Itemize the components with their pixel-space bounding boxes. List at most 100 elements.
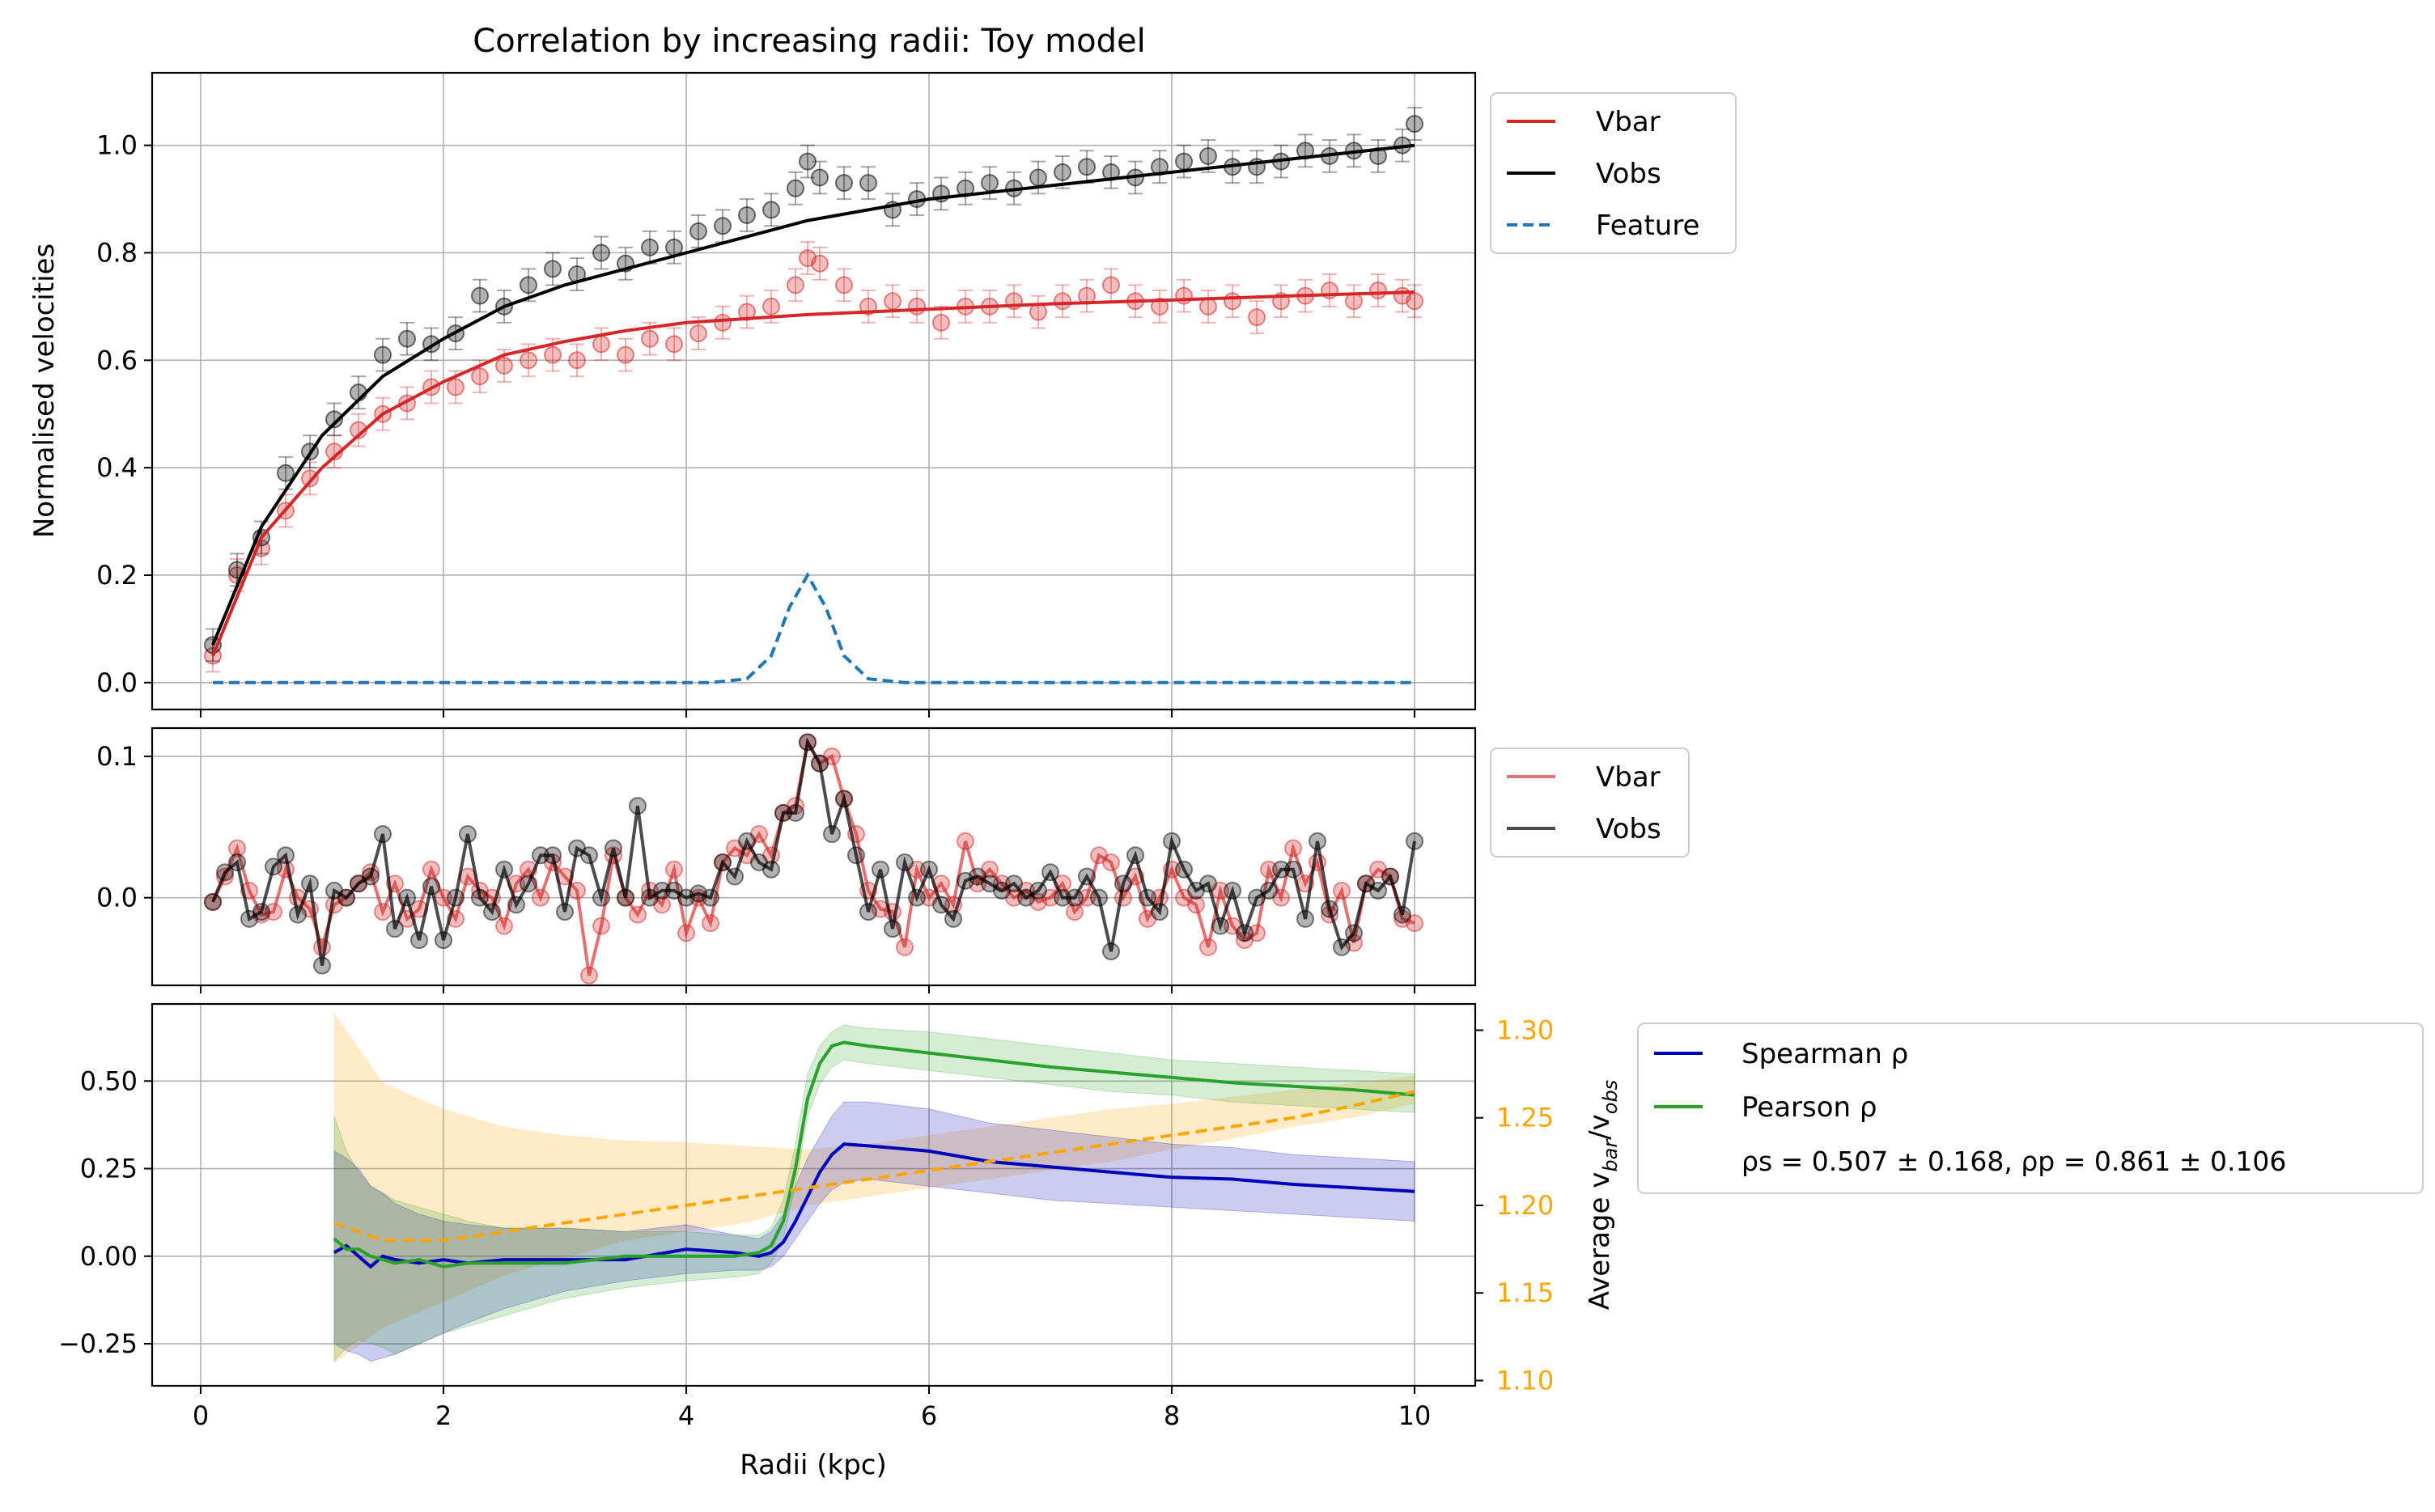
data-point [471, 286, 489, 305]
data-point [884, 292, 901, 311]
residual-point [1187, 896, 1205, 914]
y2-tick-label: 1.30 [1496, 1014, 1554, 1045]
residual-point [277, 846, 295, 865]
data-point [1406, 292, 1423, 311]
data-point [714, 217, 732, 235]
data-point [544, 260, 562, 278]
y2-tick-label: 1.15 [1496, 1277, 1554, 1308]
x-axis-label: Radii (kpc) [740, 1449, 887, 1481]
residual-point [957, 832, 974, 850]
data-point [592, 335, 610, 354]
residual-point [605, 839, 622, 858]
data-point [835, 276, 853, 294]
legend-label-vbar: Vbar [1596, 106, 1661, 138]
residual-point [884, 920, 901, 938]
residual-point [1248, 924, 1266, 942]
residual-point [1078, 888, 1096, 907]
residual-point [1078, 867, 1096, 886]
y-tick-label: 0.50 [80, 1065, 138, 1096]
data-point [1029, 168, 1047, 187]
data-point [859, 174, 877, 193]
correlation-line [333, 1040, 1415, 1268]
residual-point [592, 917, 610, 935]
y-axis-label: Normalised velocities [28, 244, 61, 538]
data-point [689, 222, 707, 240]
data-point [520, 276, 537, 294]
legend-correlation-box [1637, 1023, 2424, 1194]
data-point [1175, 152, 1193, 171]
y-tick-label: 0.4 [96, 452, 138, 483]
residual-point [422, 860, 440, 879]
residual-point [1369, 881, 1387, 900]
residual-point [629, 797, 647, 815]
residual-point [1066, 888, 1084, 907]
legend-label-feature: Feature [1596, 210, 1699, 242]
residual-point [374, 825, 392, 844]
residual-point [580, 966, 598, 985]
legend-correlation-summary: ρs = 0.507 ± 0.168, ρp = 0.861 ± 0.106 [1741, 1146, 2286, 1177]
panel-correlation-series [333, 1012, 1415, 1363]
residual-point [1199, 938, 1217, 956]
residual-point [1394, 905, 1411, 924]
y-tick-label: 0.6 [96, 345, 138, 375]
ratio-line [333, 1090, 1415, 1243]
data-point [1054, 292, 1071, 311]
residual-point [1272, 860, 1290, 879]
residual-point [896, 853, 914, 871]
residual-point [507, 896, 525, 914]
data-point [811, 254, 829, 273]
residual-point [1029, 881, 1047, 900]
x-tick-label: 2 [435, 1400, 452, 1431]
residual-point [471, 888, 489, 907]
data-point [981, 174, 999, 193]
series-line-feature [213, 571, 1415, 684]
residual-point [1406, 832, 1423, 850]
residual-point [592, 888, 610, 907]
residual-point [1005, 875, 1023, 893]
data-point [568, 351, 586, 370]
data-point [1102, 276, 1120, 294]
residual-point [1333, 881, 1351, 900]
y-tick-label: 0.8 [96, 237, 138, 268]
data-point [544, 345, 562, 364]
data-point [835, 174, 853, 193]
data-point [471, 367, 489, 386]
data-point [1406, 115, 1423, 133]
y-tick-label: 0.2 [96, 560, 138, 591]
residual-point [702, 914, 719, 933]
residual-point [532, 888, 549, 907]
legend-label-vobs-residual: Vobs [1596, 813, 1661, 845]
residual-point [435, 931, 452, 950]
residual-point [313, 956, 331, 975]
residual-point [1236, 924, 1254, 942]
residual-point [386, 920, 404, 938]
residual-point [1066, 903, 1084, 921]
data-point [520, 351, 537, 370]
residual-point [1260, 860, 1278, 879]
data-point [799, 152, 817, 171]
residual-point [1175, 860, 1193, 879]
residual-point [811, 754, 829, 773]
panel-residuals: 0.0 0.1 Vbar Vobs [96, 726, 1690, 993]
residual-point [738, 832, 756, 850]
data-point [495, 356, 513, 375]
band-correlation [333, 1024, 1415, 1363]
residual-point [1284, 860, 1302, 879]
data-point [714, 313, 732, 332]
legend-label-vbar-residual: Vbar [1596, 761, 1661, 794]
data-point [665, 335, 683, 354]
y-tick-label: 0.0 [96, 667, 138, 698]
data-point [787, 276, 804, 294]
chart-title: Correlation by increasing radii: Toy mod… [473, 23, 1145, 60]
data-point [641, 238, 659, 256]
y2-tick-label: 1.25 [1496, 1103, 1554, 1133]
band-correlation [333, 1101, 1415, 1362]
residual-point [726, 867, 744, 886]
data-point [374, 345, 392, 364]
data-point [398, 329, 416, 348]
residual-point [774, 803, 792, 822]
series-line-vobs [211, 143, 1415, 646]
data-point [1078, 158, 1096, 176]
data-point [301, 469, 319, 488]
